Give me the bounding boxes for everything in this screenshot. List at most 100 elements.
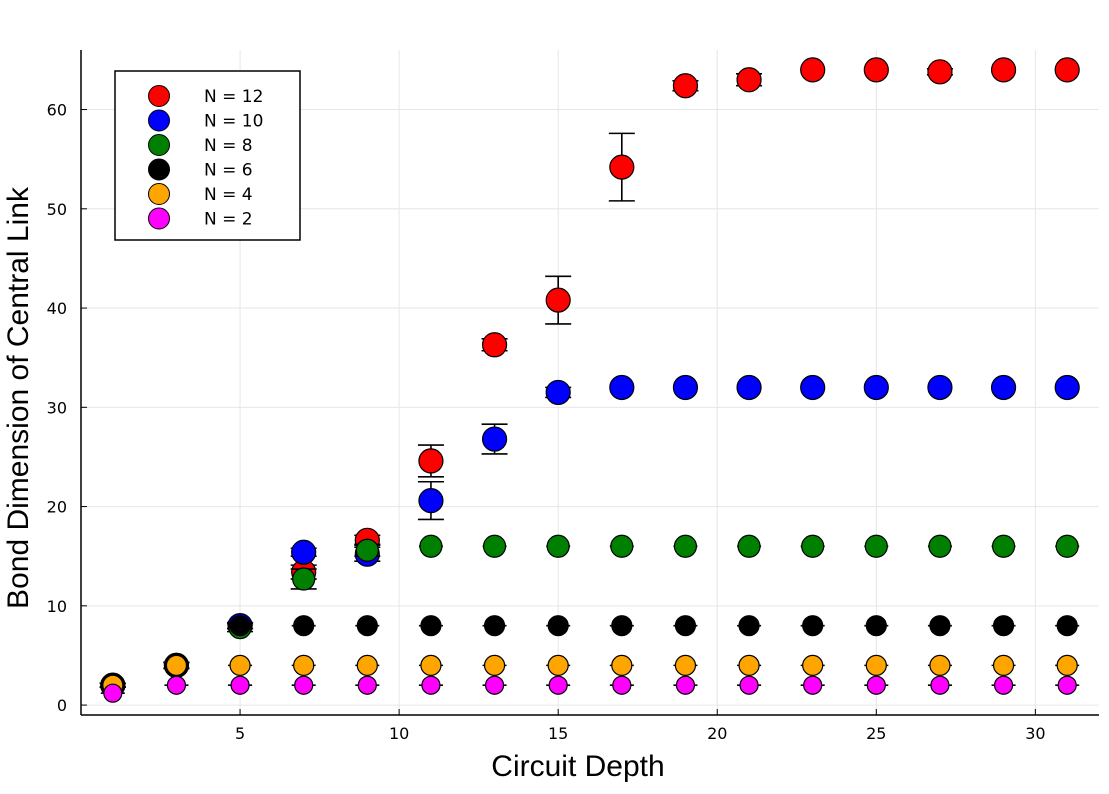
data-point — [1057, 675, 1077, 695]
data-point — [609, 374, 635, 401]
data-point — [864, 534, 888, 558]
data-point — [929, 615, 951, 637]
data-point — [420, 654, 442, 676]
data-point — [1055, 534, 1079, 558]
data-point — [672, 374, 699, 401]
data-point — [547, 654, 569, 676]
data-point — [990, 374, 1017, 401]
data-point — [165, 654, 188, 676]
data-point — [929, 654, 951, 676]
legend-marker — [148, 183, 170, 205]
data-point — [420, 615, 442, 637]
axes — [80, 50, 1099, 716]
x-tick-label: 10 — [389, 724, 409, 743]
data-point — [863, 57, 889, 83]
legend-label: N = 2 — [204, 210, 253, 230]
data-point — [1056, 615, 1078, 637]
data-point — [419, 534, 443, 558]
data-point — [800, 374, 826, 401]
legend-marker — [148, 134, 170, 156]
y-tick-label: 30 — [47, 398, 67, 417]
data-point — [736, 67, 762, 93]
legend-label: N = 12 — [204, 87, 263, 107]
data-point — [103, 683, 123, 703]
data-point — [739, 675, 759, 695]
data-point — [675, 675, 696, 695]
y-tick-label: 60 — [47, 101, 67, 120]
legend-marker — [148, 85, 170, 107]
y-tick-label: 40 — [47, 299, 67, 318]
data-point — [292, 567, 316, 591]
data-point — [991, 534, 1016, 558]
data-point — [1054, 374, 1080, 401]
x-tick-label: 25 — [866, 724, 886, 743]
series-n-4 — [99, 654, 1080, 696]
data-point — [737, 534, 761, 558]
data-point — [357, 675, 377, 695]
legend-label: N = 8 — [204, 136, 253, 156]
data-point — [548, 675, 568, 695]
data-point — [356, 615, 378, 637]
data-point — [612, 675, 632, 695]
data-point — [738, 654, 760, 676]
legend-label: N = 10 — [204, 112, 263, 132]
x-axis-label: Circuit Depth — [491, 750, 664, 783]
y-axis-label: Bond Dimension of Central Link — [2, 186, 35, 609]
data-point — [927, 374, 953, 401]
data-point — [1056, 654, 1078, 676]
data-point — [482, 534, 507, 558]
data-points — [99, 57, 1080, 703]
x-tick-label: 20 — [707, 724, 727, 743]
data-point — [484, 675, 505, 695]
x-tick-label: 5 — [235, 724, 245, 743]
data-point — [993, 675, 1014, 695]
data-point — [865, 654, 887, 676]
data-point — [803, 675, 823, 695]
data-point — [483, 654, 506, 676]
data-point — [418, 488, 444, 514]
data-point — [674, 654, 697, 676]
x-tick-label: 30 — [1025, 724, 1045, 743]
legend-marker — [148, 158, 170, 181]
x-axis-ticks: 5 10 15 20 25 30 — [235, 709, 1046, 743]
data-point — [927, 59, 953, 85]
data-point — [802, 654, 824, 676]
data-point — [356, 654, 378, 676]
y-axis-ticks: 0 10 20 30 40 50 60 — [47, 101, 87, 715]
data-point — [674, 615, 697, 637]
legend-marker — [148, 109, 170, 132]
data-point — [294, 675, 314, 695]
data-point — [293, 654, 315, 676]
data-point — [990, 57, 1017, 83]
data-point — [610, 534, 634, 558]
data-point — [863, 374, 889, 401]
legend-label: N = 4 — [204, 185, 253, 205]
data-point — [992, 654, 1015, 676]
data-point — [545, 379, 571, 406]
legend-label: N = 6 — [204, 161, 253, 181]
data-point — [545, 287, 571, 313]
data-point — [481, 426, 508, 452]
data-point — [483, 615, 506, 637]
data-point — [801, 534, 825, 558]
data-point — [736, 374, 762, 401]
data-point — [293, 615, 315, 637]
data-point — [738, 615, 760, 637]
y-tick-label: 0 — [57, 696, 67, 715]
data-point — [673, 534, 698, 558]
data-point — [355, 538, 379, 562]
data-point — [866, 675, 886, 695]
data-point — [230, 675, 250, 695]
data-point — [802, 615, 824, 637]
legend: N = 12 N = 10 N = 8 N = 6 N = 4 N = 2 — [114, 70, 301, 241]
data-point — [992, 615, 1015, 637]
data-point — [421, 675, 441, 695]
legend-box — [114, 70, 301, 241]
data-point — [547, 615, 569, 637]
data-point — [229, 654, 251, 676]
data-point — [291, 539, 317, 565]
data-point — [930, 675, 950, 695]
x-tick-label: 15 — [548, 724, 568, 743]
legend-marker — [148, 207, 170, 230]
